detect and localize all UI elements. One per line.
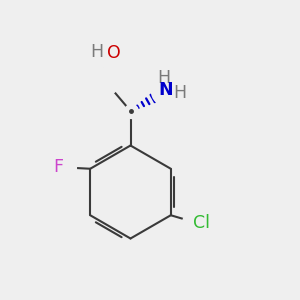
Text: N: N bbox=[159, 81, 173, 99]
Text: F: F bbox=[54, 158, 64, 176]
Text: O: O bbox=[106, 44, 120, 62]
Text: Cl: Cl bbox=[193, 214, 210, 232]
Text: H: H bbox=[157, 69, 170, 87]
Text: H: H bbox=[90, 43, 104, 61]
Text: H: H bbox=[173, 84, 186, 102]
